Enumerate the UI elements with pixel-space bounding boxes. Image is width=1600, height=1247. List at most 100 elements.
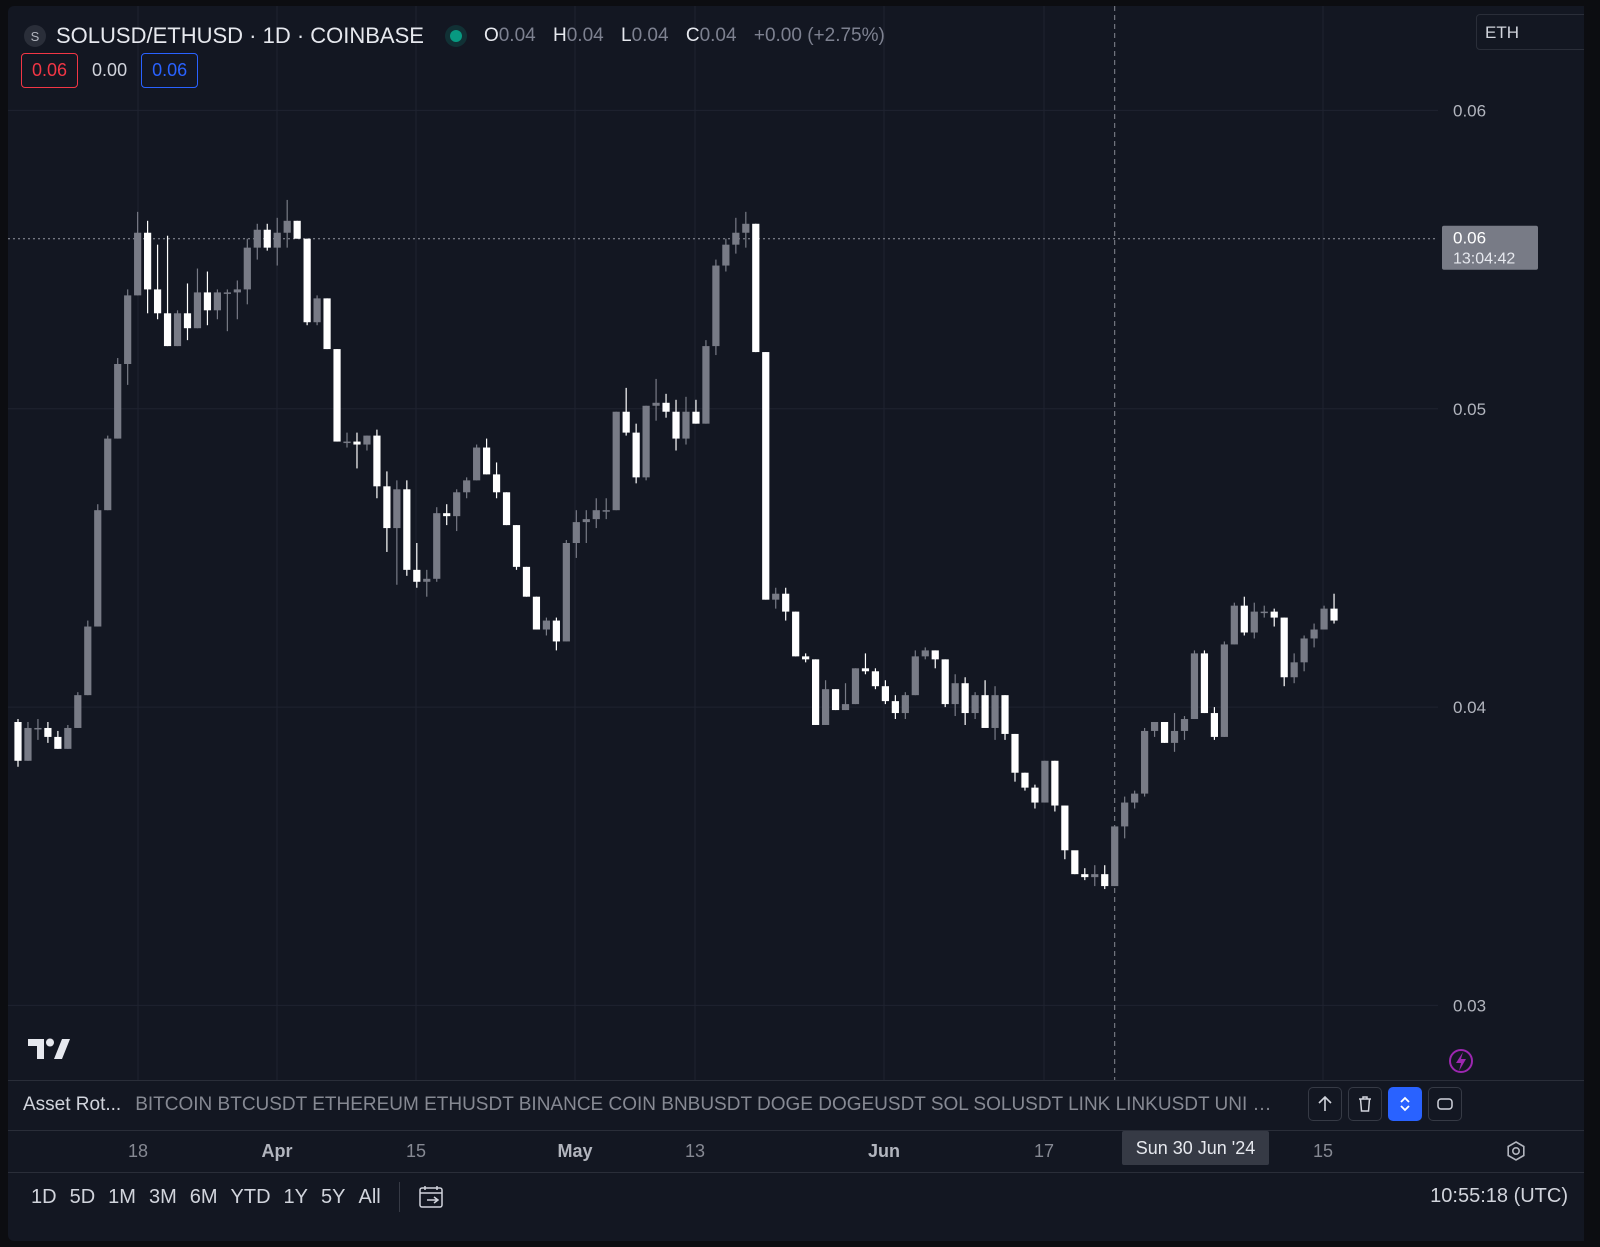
- buy-value[interactable]: 0.06: [141, 53, 199, 88]
- candle: [104, 435, 112, 511]
- range-ytd[interactable]: YTD: [230, 1185, 271, 1208]
- candle: [732, 217, 740, 254]
- ticker-list: BITCOIN BTCUSDT ETHEREUM ETHUSDT BINANCE…: [135, 1094, 1274, 1115]
- candle-body: [203, 292, 212, 311]
- candle: [433, 507, 441, 582]
- ohlc-open: 0.04: [498, 25, 536, 46]
- candle: [482, 438, 491, 475]
- move-up-button[interactable]: [1308, 1087, 1342, 1121]
- candle-body: [851, 668, 860, 705]
- candle-body: [413, 569, 421, 582]
- candle: [393, 480, 401, 585]
- settings-icon[interactable]: [1504, 1139, 1528, 1163]
- ohlc-high-label: H: [553, 25, 567, 46]
- ticker-name[interactable]: Asset Rot...: [23, 1094, 122, 1115]
- candle-body: [24, 727, 32, 761]
- candle-body: [463, 480, 471, 493]
- candle: [144, 220, 152, 314]
- candle-body: [54, 736, 62, 749]
- utc-clock[interactable]: 10:55:18 (UTC): [1430, 1185, 1568, 1207]
- symbol-badge: S: [24, 25, 46, 47]
- time-label: Apr: [261, 1141, 293, 1161]
- candle: [682, 396, 690, 445]
- candle-body: [502, 492, 511, 526]
- candle: [24, 722, 32, 761]
- candle: [473, 444, 481, 481]
- candle-body: [512, 525, 521, 567]
- candle: [592, 498, 600, 529]
- range-all[interactable]: All: [358, 1185, 381, 1208]
- candle-body: [173, 313, 182, 347]
- time-label: Jun: [867, 1141, 901, 1161]
- candle-body: [1031, 787, 1039, 803]
- candle: [622, 387, 630, 436]
- window-edge: [1584, 6, 1592, 1241]
- candle-body: [1150, 722, 1159, 731]
- candle-body: [1260, 611, 1268, 614]
- candle: [383, 471, 391, 552]
- candle: [961, 677, 969, 725]
- candle: [303, 238, 311, 326]
- candle: [134, 211, 142, 296]
- range-6m[interactable]: 6M: [189, 1185, 218, 1208]
- price-chart[interactable]: 0.06 0.05 0.04 0.03 0.06 13:04:42: [8, 6, 1592, 1080]
- candle-body: [802, 656, 810, 660]
- range-5y[interactable]: 5Y: [321, 1185, 346, 1208]
- range-1m[interactable]: 1M: [108, 1185, 136, 1208]
- expand-button[interactable]: [1388, 1087, 1422, 1121]
- last-price-tag-bg: [1442, 225, 1538, 270]
- candle: [652, 378, 660, 421]
- candle: [1121, 796, 1129, 839]
- candle-body: [473, 447, 481, 481]
- candle-body: [812, 659, 820, 725]
- candle-body: [951, 683, 959, 705]
- candle-body: [1141, 730, 1149, 794]
- candle-body: [931, 650, 939, 660]
- range-3m[interactable]: 3M: [148, 1185, 177, 1208]
- candle: [423, 569, 431, 597]
- candle: [722, 238, 730, 272]
- candle-body: [1330, 608, 1338, 621]
- ohlc-low: 0.04: [631, 25, 669, 46]
- price-tick-label: 0.03: [1453, 996, 1486, 1015]
- candle-body: [14, 722, 22, 761]
- symbol-title[interactable]: SOLUSD/ETHUSD · 1D · COINBASE: [56, 23, 424, 48]
- candle: [712, 259, 720, 356]
- delete-button[interactable]: [1348, 1087, 1382, 1121]
- price-axis: 0.06 0.05 0.04 0.03: [1453, 101, 1486, 1015]
- candle: [243, 238, 251, 305]
- candle: [502, 492, 511, 526]
- range-1y[interactable]: 1Y: [283, 1185, 309, 1208]
- price-tick-label: 0.04: [1453, 698, 1486, 717]
- candle: [792, 611, 800, 657]
- candle: [662, 393, 670, 418]
- compare-symbol-field[interactable]: ETH: [1476, 14, 1588, 50]
- candle: [413, 543, 421, 588]
- candle: [552, 617, 560, 651]
- candle-body: [34, 727, 42, 730]
- candle: [971, 692, 979, 720]
- candle: [1220, 641, 1228, 737]
- candle-body: [762, 352, 770, 600]
- candle: [1021, 772, 1029, 791]
- candle-body: [1111, 826, 1119, 887]
- candle-body: [443, 513, 451, 517]
- range-1d[interactable]: 1D: [31, 1185, 57, 1208]
- candle-body: [303, 238, 311, 323]
- candle-body: [313, 298, 321, 323]
- calendar-goto-icon[interactable]: [418, 1184, 446, 1210]
- candle-body: [1190, 653, 1199, 720]
- range-5d[interactable]: 5D: [69, 1185, 96, 1208]
- lightning-icon[interactable]: [1448, 1046, 1474, 1076]
- time-axis[interactable]: 18 Apr 15 May 13 Jun 17 15 Sun 30 Jun '2…: [8, 1130, 1592, 1173]
- tradingview-logo[interactable]: [26, 1034, 72, 1062]
- candle-body: [612, 411, 620, 511]
- candle: [223, 289, 231, 332]
- maximize-button[interactable]: [1428, 1087, 1462, 1121]
- candle: [812, 659, 820, 725]
- candle-body: [1230, 605, 1238, 645]
- candle-body: [383, 486, 391, 529]
- sell-value[interactable]: 0.06: [21, 53, 79, 88]
- candle: [642, 405, 650, 481]
- candle: [453, 489, 461, 532]
